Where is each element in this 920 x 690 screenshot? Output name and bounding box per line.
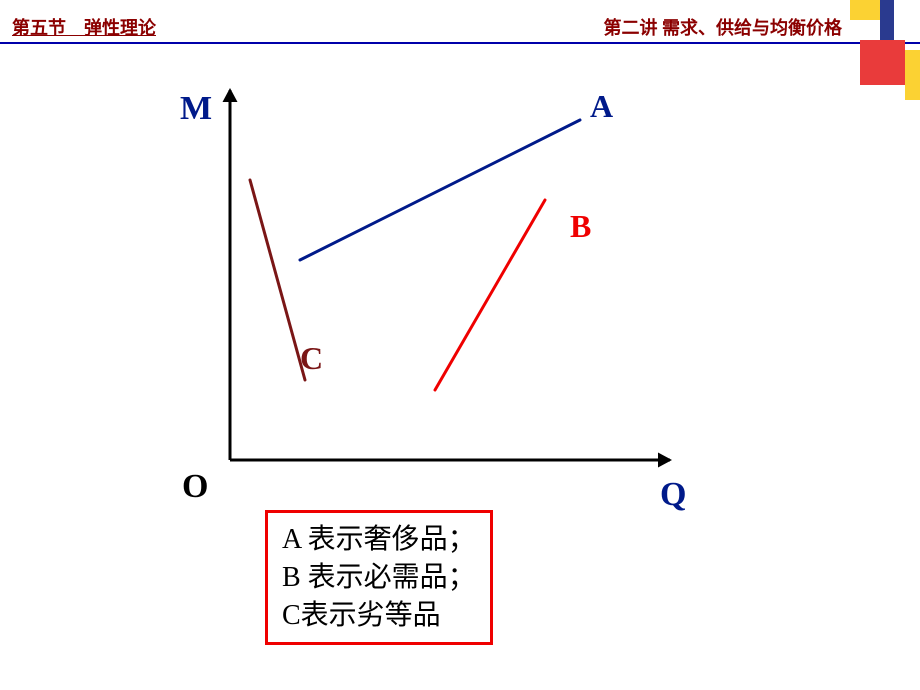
legend-line-A: A 表示奢侈品； — [282, 521, 476, 559]
slide-header: 第五节 弹性理论 第二讲 需求、供给与均衡价格 — [0, 0, 920, 50]
axis-label-Q: Q — [660, 476, 686, 514]
line-label-B: B — [570, 208, 591, 245]
legend-line-B: B 表示必需品； — [282, 559, 476, 597]
section-title-left: 第五节 弹性理论 — [12, 14, 156, 40]
engel-curve-chart: M O Q A B C — [170, 80, 690, 480]
origin-label-O: O — [182, 468, 208, 506]
chapter-title-right: 第二讲 需求、供给与均衡价格 — [604, 14, 843, 40]
legend-line-C: C表示劣等品 — [282, 597, 476, 635]
legend-box: A 表示奢侈品； B 表示必需品； C表示劣等品 — [265, 510, 493, 645]
corner-decor — [820, 0, 920, 100]
chart-svg — [170, 80, 690, 510]
line-label-C: C — [300, 340, 323, 377]
header-underline — [0, 42, 920, 44]
axis-label-M: M — [180, 90, 212, 128]
line-label-A: A — [590, 88, 613, 125]
